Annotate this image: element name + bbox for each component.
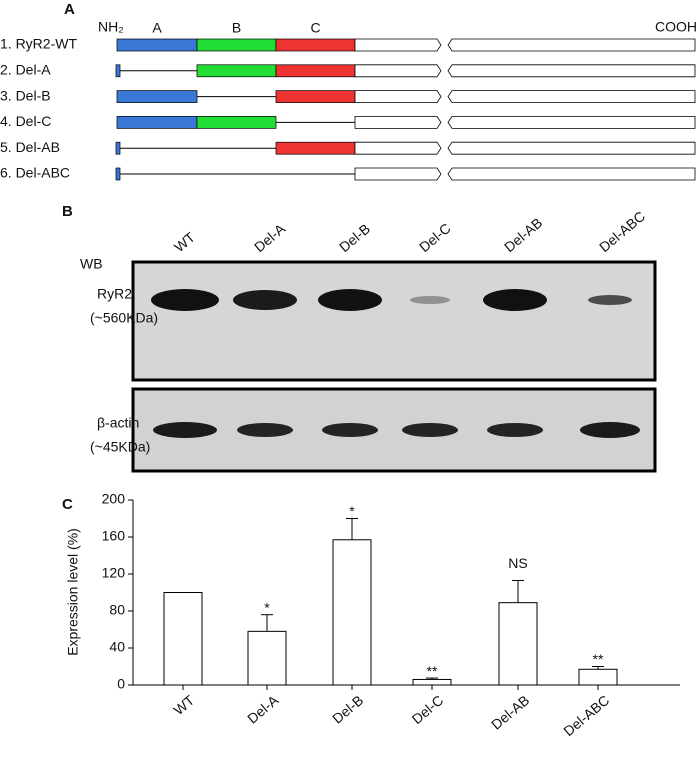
band — [151, 289, 219, 311]
c-terminal — [354, 167, 696, 181]
nh2-label: NH₂ — [98, 19, 124, 35]
x-tick-label: Del-ABC — [560, 692, 612, 739]
x-tick-label: Del-B — [329, 692, 366, 727]
significance: * — [264, 599, 270, 615]
panel-label: A — [64, 1, 75, 18]
x-tick-label: Del-C — [409, 692, 447, 727]
blot-size: (~560KDa) — [90, 310, 158, 326]
blot-name: β-actin — [97, 415, 139, 431]
lane-label: WT — [171, 229, 198, 256]
wb-label: WB — [80, 256, 103, 272]
c-terminal — [354, 116, 696, 129]
band — [483, 289, 547, 311]
bar — [578, 668, 618, 686]
band — [318, 289, 382, 311]
x-tick-label: WT — [170, 692, 197, 719]
y-tick-label: 200 — [102, 491, 126, 507]
construct-label: 3. Del-B — [0, 87, 51, 103]
domain-label: A — [152, 20, 162, 36]
domain — [196, 64, 277, 78]
y-tick-label: 160 — [102, 528, 126, 544]
bar — [163, 592, 203, 686]
band — [410, 296, 450, 304]
stub — [115, 64, 121, 78]
construct-label: 2. Del-A — [0, 62, 51, 78]
significance: * — [349, 503, 355, 519]
domain — [275, 64, 356, 78]
panel-label: C — [62, 496, 73, 513]
construct-label: 6. Del-ABC — [0, 165, 70, 181]
stub — [115, 167, 121, 181]
blot-size: (~45KDa) — [90, 439, 150, 455]
panel-label: B — [62, 203, 73, 220]
y-tick-label: 80 — [109, 602, 125, 618]
domain — [116, 38, 198, 52]
domain — [196, 38, 277, 52]
band — [487, 423, 543, 437]
domain-label: B — [232, 20, 241, 36]
domain — [275, 38, 356, 52]
y-axis-title: Expression level (%) — [65, 528, 81, 656]
domain — [116, 90, 198, 103]
construct-label: 5. Del-AB — [0, 139, 60, 155]
band — [588, 295, 632, 305]
band — [322, 423, 378, 437]
lane-label: Del-AB — [501, 214, 545, 255]
band — [153, 422, 217, 438]
lane-label: Del-C — [416, 220, 454, 255]
band — [233, 290, 297, 310]
bar — [247, 630, 287, 686]
domain-label: C — [310, 20, 320, 36]
band — [402, 423, 458, 437]
blot — [131, 260, 657, 382]
domain — [275, 141, 356, 155]
bar — [498, 602, 538, 686]
c-terminal — [354, 90, 696, 103]
lane-label: Del-B — [336, 220, 373, 255]
significance: NS — [508, 555, 527, 571]
y-tick-label: 120 — [102, 565, 126, 581]
construct-label: 4. Del-C — [0, 113, 51, 129]
c-terminal — [354, 38, 696, 52]
band — [237, 423, 293, 437]
x-tick-label: Del-AB — [488, 692, 532, 733]
significance: ** — [427, 663, 438, 679]
x-tick-label: Del-A — [244, 691, 282, 726]
c-terminal — [354, 64, 696, 78]
cooh-label: COOH — [655, 19, 697, 35]
band — [580, 422, 640, 438]
domain — [196, 116, 277, 129]
y-tick-label: 0 — [117, 676, 125, 692]
c-terminal — [354, 141, 696, 155]
lane-label: Del-A — [251, 220, 289, 255]
bar — [332, 539, 372, 686]
significance: ** — [593, 651, 604, 667]
stub — [115, 141, 121, 155]
domain — [116, 116, 198, 129]
blot — [131, 387, 657, 473]
bar — [412, 678, 452, 686]
domain — [275, 90, 356, 103]
y-tick-label: 40 — [109, 639, 125, 655]
blot-name: RyR2 — [97, 286, 132, 302]
lane-label: Del-ABC — [596, 208, 648, 255]
construct-label: 1. RyR2-WT — [0, 36, 77, 52]
